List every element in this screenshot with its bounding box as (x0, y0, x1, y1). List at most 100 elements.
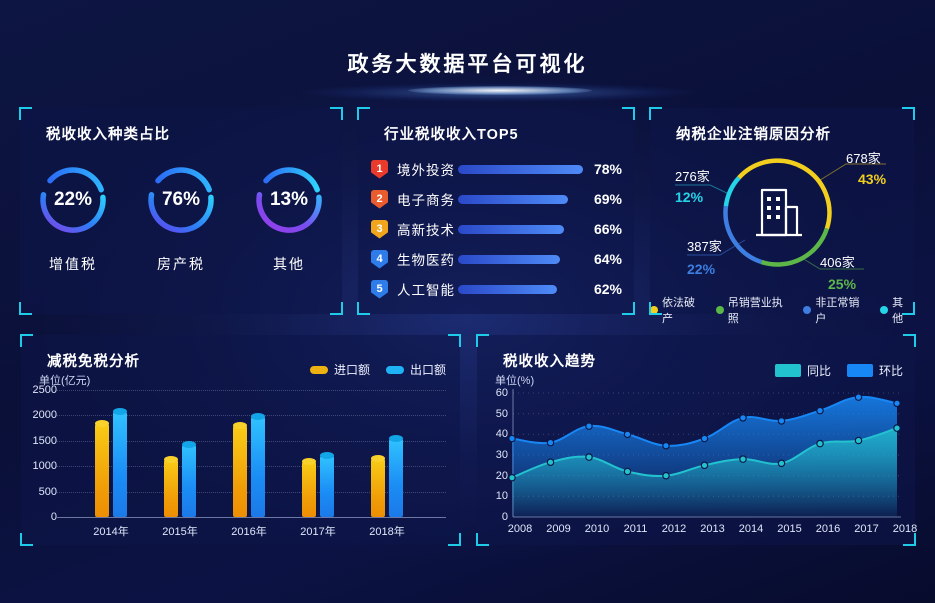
legend-label: 出口额 (409, 363, 446, 377)
top5-row: 2 电子商务 69% (358, 184, 634, 214)
mom-point (662, 441, 670, 450)
mom-point (585, 422, 593, 430)
industry-bar-track (458, 254, 586, 264)
x-tick-label: 2008 (507, 523, 533, 535)
top5-row: 3 高新技术 66% (358, 214, 634, 244)
industry-percent: 64% (593, 251, 622, 267)
corner-bracket (476, 334, 489, 347)
export-bar (251, 413, 265, 517)
corner-bracket (20, 533, 33, 546)
yoy-point (585, 453, 593, 461)
legend-dot (715, 306, 724, 314)
y-tick-label: 2500 (32, 384, 57, 396)
corner-bracket (649, 302, 662, 315)
slice-other (723, 176, 741, 207)
y-tick-label: 50 (495, 407, 508, 420)
legend-item[interactable]: 环比 (846, 362, 903, 379)
callout-count: 276家 (675, 169, 710, 184)
panel-tax-reduction: 减税免税分析 单位(亿元) 进口额 出口额 2500 2000 1500 1000 500… (20, 334, 461, 546)
industry-percent: 66% (593, 221, 622, 237)
yoy-point (893, 424, 901, 432)
callout-license-revoked: 406家 25% (820, 252, 856, 292)
legend-item[interactable]: 进口额 (309, 361, 370, 378)
mom-point (854, 393, 863, 401)
export-bar (389, 435, 403, 517)
legend-item[interactable]: 非正常销户 (803, 294, 870, 326)
mom-point (546, 438, 555, 447)
legend-dot (880, 306, 889, 314)
corner-bracket (330, 107, 343, 120)
corner-bracket (20, 334, 33, 347)
legend-item[interactable]: 同比 (774, 362, 831, 379)
corner-bracket (622, 302, 635, 315)
industry-bar (458, 254, 560, 264)
x-tick-label: 2018 (892, 523, 918, 535)
industry-percent: 78% (593, 161, 622, 177)
y-tick-label: 0 (50, 511, 57, 523)
yoy-point (662, 471, 670, 480)
legend-item[interactable]: 其他 (880, 294, 914, 326)
mom-point (700, 434, 709, 443)
industry-label: 境外投资 (397, 163, 455, 178)
legend-label: 同比 (806, 364, 831, 378)
slice-abnormal (723, 205, 763, 265)
building-icon (756, 188, 802, 237)
legend-dot (650, 306, 658, 314)
rings-row: 22% 增值税 76% 房产税 (20, 162, 342, 274)
mom-point (777, 417, 786, 425)
callout-percent: 12% (675, 189, 704, 205)
trend-chart-svg (508, 389, 901, 518)
rank-badge: 1 (371, 159, 388, 179)
industry-bar (458, 194, 568, 204)
industry-label: 人工智能 (397, 283, 455, 298)
industry-label: 电子商务 (397, 193, 455, 208)
legend-swatch (309, 365, 328, 374)
slice-license-revoked (760, 227, 830, 267)
corner-bracket (902, 107, 915, 120)
industry-bar-track (458, 284, 586, 294)
yoy-area (512, 428, 897, 517)
grid-line (57, 390, 446, 391)
y-tick-label: 0 (501, 511, 508, 523)
panel-title: 税收收入种类占比 (46, 127, 170, 143)
y-tick-label: 30 (495, 449, 508, 461)
rank-badge: 5 (371, 279, 388, 299)
top5-rows: 1 境外投资 78% 2 电子商务 69% 3 高新技术 66% 4 生物医药 64% 5 人工智能 62% (358, 154, 634, 304)
top5-row: 4 生物医药 64% (358, 244, 634, 274)
industry-bar (458, 224, 564, 234)
import-bar (233, 422, 247, 517)
ring-label: 增值税 (49, 256, 97, 272)
y-tick-label: 40 (495, 428, 508, 441)
legend-swatch (385, 365, 404, 374)
yoy-point (739, 455, 747, 463)
x-tick-label: 2017 (854, 523, 879, 535)
callout-lines (675, 163, 886, 270)
panel-title: 减税免税分析 (47, 354, 140, 370)
corner-bracket (902, 302, 915, 315)
x-tick-label: 2010 (584, 523, 610, 535)
yoy-point (777, 459, 786, 468)
callout-bankruptcy: 678家 43% (846, 148, 886, 187)
legend-item[interactable]: 吊销营业执照 (715, 294, 794, 326)
ring-label: 房产税 (157, 256, 205, 272)
corner-bracket (903, 533, 916, 546)
panel-title: 税收收入趋势 (503, 354, 596, 370)
industry-label: 生物医药 (397, 253, 455, 268)
export-bar (182, 441, 196, 517)
y-tick-label: 1000 (32, 460, 57, 473)
legend-item[interactable]: 依法破产 (650, 294, 706, 326)
panel-title: 纳税企业注销原因分析 (676, 127, 831, 143)
x-tick-label: 2016 (815, 523, 841, 535)
legend-item[interactable]: 出口额 (385, 361, 446, 378)
panel-tax-type: 税收收入种类占比 22% 增值税 (19, 107, 343, 315)
import-bar (371, 455, 385, 517)
slice-bankruptcy (737, 158, 832, 230)
rank-badge: 4 (371, 249, 388, 269)
panel-cancellation: 纳税企业注销原因分析 678家 (649, 107, 915, 325)
panel-trend: 税收收入趋势 单位(%) 同比 环比 60 50 40 30 20 10 0 2008 2009 2… (476, 334, 917, 546)
x-tick-label: 2011 (623, 523, 648, 535)
light-flare-core (408, 86, 592, 95)
mom-point (893, 399, 901, 408)
x-tick-label: 2018年 (369, 526, 405, 538)
